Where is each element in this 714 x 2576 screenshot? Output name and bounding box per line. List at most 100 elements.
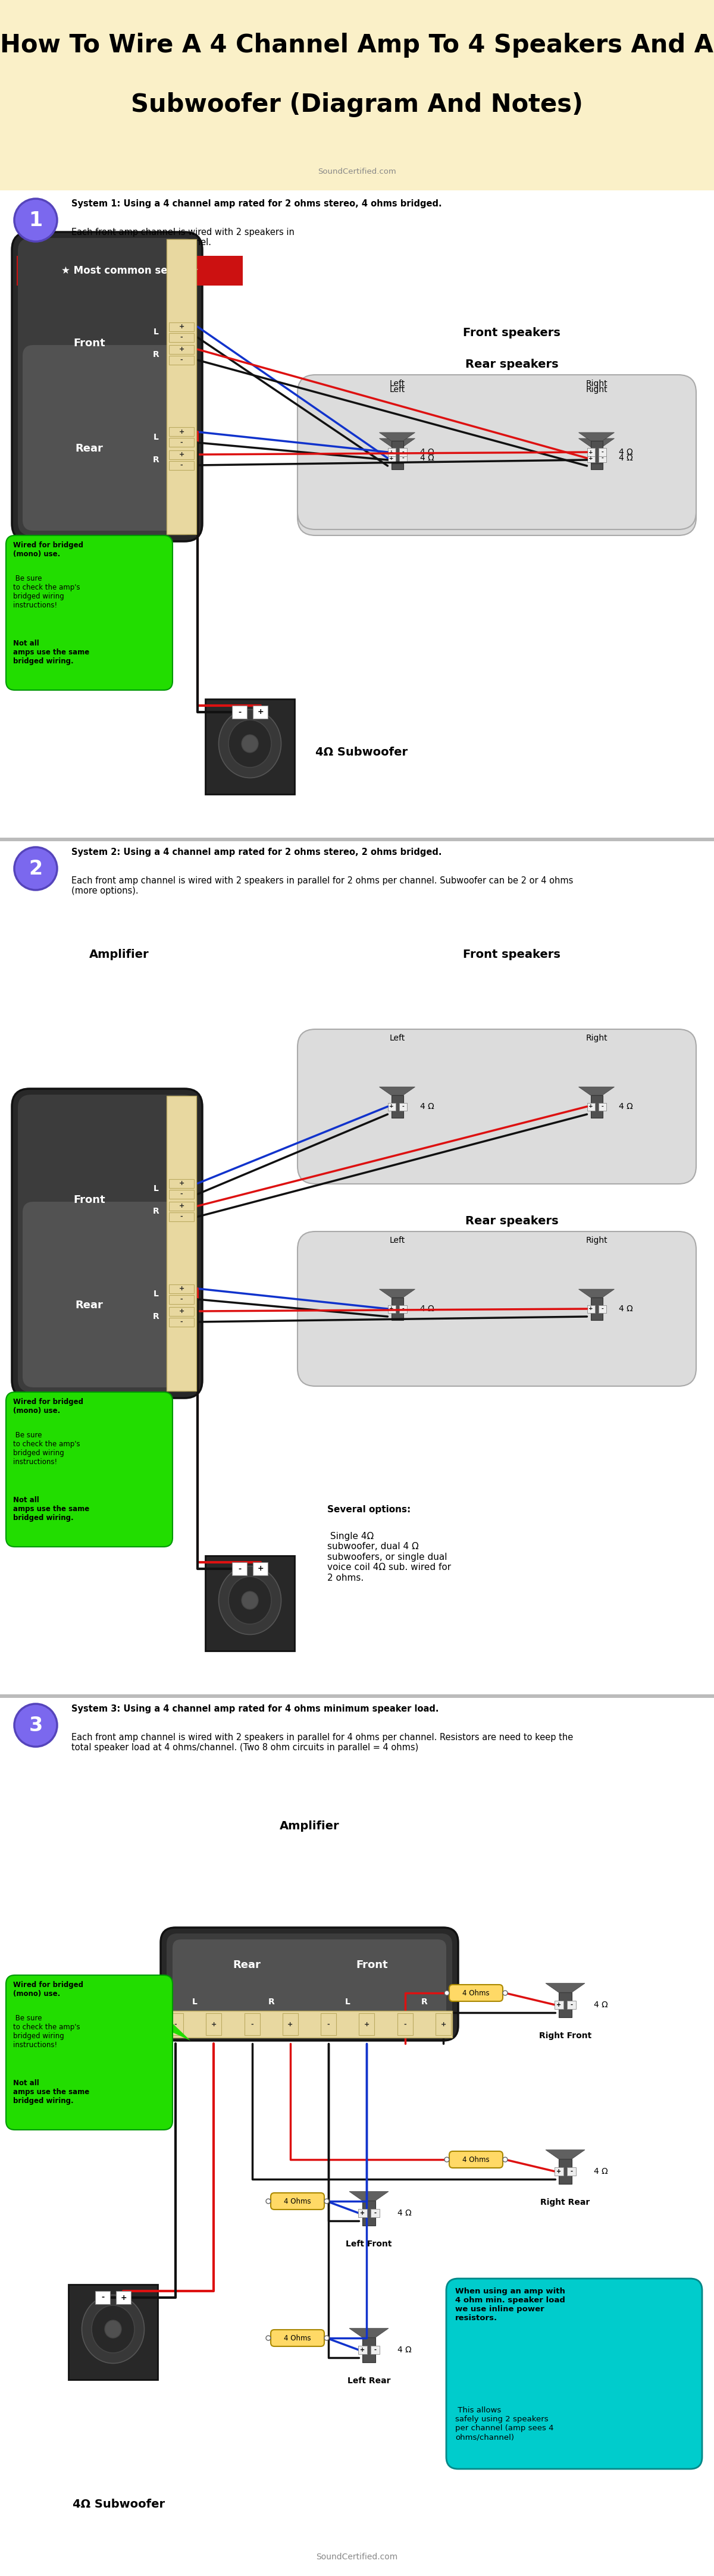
Text: 4 Ohms: 4 Ohms — [284, 2334, 311, 2342]
Bar — [363, 2336, 376, 2362]
Text: +: + — [588, 456, 593, 461]
Bar — [391, 1095, 403, 1118]
Bar — [0, 837, 714, 842]
FancyBboxPatch shape — [23, 1203, 191, 1388]
Bar — [399, 453, 407, 461]
Text: 4 Ω: 4 Ω — [398, 2210, 411, 2218]
Bar — [169, 438, 194, 448]
Bar — [359, 2014, 375, 2035]
Text: Single 4Ω
subwoofer, dual 4 Ω
subwoofers, or single dual
voice coil 4Ω sub. wire: Single 4Ω subwoofer, dual 4 Ω subwoofers… — [327, 1533, 451, 1582]
Text: Subwoofer (Diagram And Notes): Subwoofer (Diagram And Notes) — [131, 93, 583, 116]
FancyBboxPatch shape — [6, 1976, 173, 2130]
Text: Right: Right — [585, 379, 608, 389]
Bar — [169, 345, 194, 353]
Text: Front speakers: Front speakers — [463, 948, 560, 961]
Bar — [388, 1306, 396, 1314]
Polygon shape — [379, 433, 415, 440]
Bar — [169, 355, 194, 366]
Ellipse shape — [91, 2306, 134, 2352]
Bar — [232, 1561, 247, 1577]
Text: Not all
amps use the same
bridged wiring.: Not all amps use the same bridged wiring… — [13, 1497, 89, 1522]
Bar — [169, 332, 194, 343]
Bar — [16, 255, 243, 286]
Text: Amplifier: Amplifier — [89, 327, 149, 337]
Text: +: + — [211, 2022, 216, 2027]
Text: Left: Left — [389, 1033, 405, 1043]
Text: Left: Left — [389, 386, 405, 394]
Bar — [587, 453, 595, 461]
Bar — [598, 1306, 606, 1314]
Text: 4 Ohms: 4 Ohms — [463, 1989, 490, 1996]
Text: Rear speakers: Rear speakers — [465, 1216, 558, 1226]
Text: -: - — [374, 2347, 376, 2352]
Text: 1: 1 — [29, 211, 43, 229]
Text: -: - — [174, 2022, 177, 2027]
Text: -: - — [402, 1306, 404, 1311]
Text: +: + — [178, 430, 184, 435]
Text: 4Ω Subwoofer: 4Ω Subwoofer — [73, 2499, 165, 2509]
FancyBboxPatch shape — [298, 381, 696, 536]
Polygon shape — [48, 1976, 191, 2040]
Text: R: R — [153, 1208, 159, 1216]
Text: R: R — [153, 1311, 159, 1321]
Polygon shape — [379, 438, 415, 446]
Text: +: + — [178, 1203, 184, 1208]
Bar — [397, 2014, 413, 2035]
Bar — [567, 2166, 575, 2177]
Bar — [206, 1556, 295, 1651]
Bar — [95, 2290, 110, 2303]
Ellipse shape — [14, 1703, 57, 1747]
Bar — [598, 448, 606, 456]
Ellipse shape — [503, 2156, 508, 2161]
Ellipse shape — [241, 734, 258, 752]
Ellipse shape — [218, 1566, 281, 1636]
Bar — [555, 2166, 563, 2177]
FancyBboxPatch shape — [446, 2280, 702, 2468]
Polygon shape — [349, 2192, 388, 2200]
Bar — [116, 2290, 131, 2303]
Text: -: - — [238, 708, 241, 716]
Text: 4 Ω: 4 Ω — [420, 448, 434, 456]
Ellipse shape — [503, 1991, 508, 1996]
Text: L: L — [154, 1291, 159, 1298]
Polygon shape — [379, 1288, 415, 1298]
Text: How To Wire A 4 Channel Amp To 4 Speakers And A: How To Wire A 4 Channel Amp To 4 Speaker… — [0, 33, 714, 57]
Bar — [169, 322, 194, 332]
Text: 4 Ω: 4 Ω — [594, 2166, 608, 2177]
FancyBboxPatch shape — [449, 2151, 503, 2169]
Bar — [0, 1695, 714, 1698]
Polygon shape — [578, 1288, 614, 1298]
Text: Front: Front — [74, 1195, 105, 1206]
Text: +: + — [557, 2002, 561, 2007]
Text: -: - — [601, 1306, 603, 1311]
Text: -: - — [180, 1190, 183, 1198]
Bar — [391, 1298, 403, 1319]
Text: 4 Ω: 4 Ω — [619, 1103, 633, 1110]
Text: Several options:: Several options: — [327, 1504, 411, 1515]
Text: +: + — [389, 1105, 394, 1110]
Text: -: - — [238, 1566, 241, 1574]
Ellipse shape — [218, 708, 281, 778]
Polygon shape — [545, 1984, 585, 1991]
Text: 4Ω Subwoofer: 4Ω Subwoofer — [316, 747, 408, 757]
Text: -: - — [180, 1296, 183, 1303]
Bar — [598, 453, 606, 461]
Bar — [169, 428, 194, 435]
Polygon shape — [545, 2151, 585, 2159]
Text: -: - — [180, 440, 183, 446]
Text: L: L — [192, 1999, 197, 2007]
Text: System 3: Using a 4 channel amp rated for 4 ohms minimum speaker load.: System 3: Using a 4 channel amp rated fo… — [71, 1705, 439, 1713]
Text: -: - — [570, 2002, 573, 2007]
Text: +: + — [288, 2022, 293, 2027]
Text: +: + — [120, 2293, 126, 2300]
Text: +: + — [557, 2169, 561, 2174]
Bar — [206, 2014, 221, 2035]
Text: R: R — [153, 456, 159, 464]
Bar — [559, 1991, 572, 2017]
Text: Front: Front — [74, 337, 105, 348]
Bar — [363, 2200, 376, 2226]
Text: -: - — [402, 456, 404, 461]
FancyBboxPatch shape — [18, 237, 196, 536]
Text: Wired for bridged
(mono) use.: Wired for bridged (mono) use. — [13, 541, 84, 559]
Text: 4 Ω: 4 Ω — [619, 453, 633, 461]
